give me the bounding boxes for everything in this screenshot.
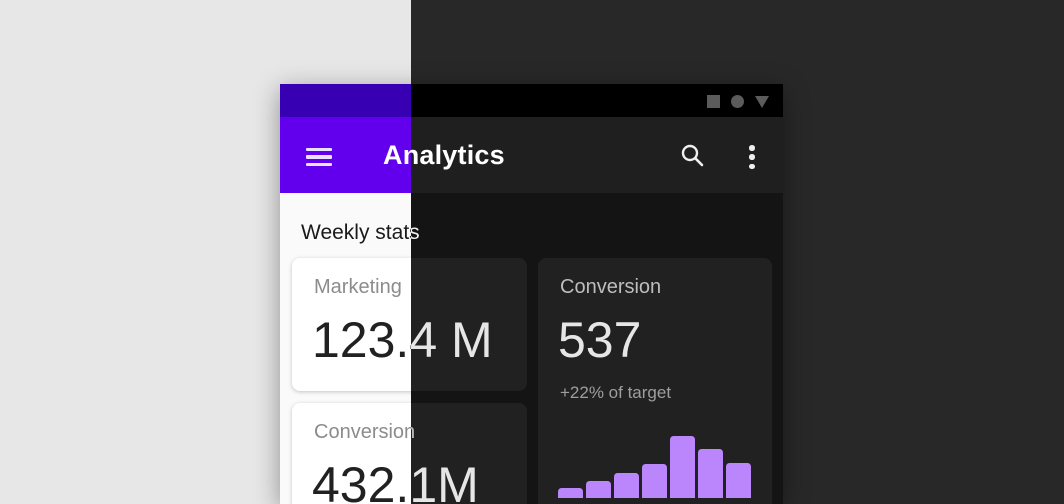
- app-title: Analytics: [383, 139, 505, 170]
- status-icons: [707, 95, 769, 108]
- conversion-bar-chart: [558, 436, 751, 498]
- card-value: 123.4 M: [312, 312, 493, 368]
- chart-bar: [558, 488, 583, 498]
- card-conversion-target[interactable]: Conversion 537 +22% of target: [538, 258, 772, 504]
- content-area: Weekly stats Marketing 123.4 M Conversio…: [411, 193, 783, 504]
- chart-bar: [670, 436, 695, 498]
- card-marketing[interactable]: Marketing 123.4 M: [411, 258, 527, 391]
- card-label: Conversion: [411, 420, 415, 444]
- chart-bar: [698, 449, 723, 498]
- phone-mockup: Analytics Weekly stats Marketing 123.4 M…: [280, 84, 783, 504]
- card-value: 123.4 M: [411, 311, 493, 369]
- content-area: Weekly stats Marketing 123.4 M Conversio…: [280, 193, 493, 504]
- card-conversion-total[interactable]: Conversion 432.1M: [292, 403, 479, 504]
- status-bar: [280, 84, 411, 117]
- card-value: 432.1M: [312, 457, 479, 504]
- status-bar: [411, 84, 783, 117]
- app-title: Analytics: [383, 117, 411, 193]
- card-value: 537: [558, 312, 642, 368]
- status-circle-icon: [731, 95, 744, 108]
- section-title: Weekly stats: [411, 220, 420, 246]
- app-bar: Analytics: [383, 117, 783, 193]
- chart-bar: [614, 473, 639, 498]
- card-marketing[interactable]: Marketing 123.4 M: [292, 258, 493, 391]
- card-label: Conversion: [314, 421, 416, 443]
- chart-bar: [586, 481, 611, 498]
- overflow-menu-icon[interactable]: [749, 145, 755, 169]
- card-label: Conversion: [560, 276, 662, 298]
- phone-theme-dark: Analytics Weekly stats Marketing 123.4 M…: [383, 84, 783, 504]
- card-conversion-total[interactable]: Conversion 432.1M: [411, 403, 527, 504]
- section-title: Weekly stats: [301, 221, 420, 244]
- card-label: Marketing: [314, 276, 402, 298]
- chart-bar: [726, 463, 751, 498]
- status-square-icon: [707, 95, 720, 108]
- chart-bar: [642, 464, 667, 498]
- status-triangle-icon: [755, 95, 769, 108]
- card-value: 432.1M: [411, 456, 479, 504]
- app-bar: Analytics: [280, 117, 411, 193]
- search-icon[interactable]: [679, 142, 705, 168]
- phone-theme-light: Analytics Weekly stats Marketing 123.4 M…: [280, 84, 493, 504]
- card-caption: +22% of target: [560, 383, 672, 402]
- menu-icon[interactable]: [306, 147, 332, 167]
